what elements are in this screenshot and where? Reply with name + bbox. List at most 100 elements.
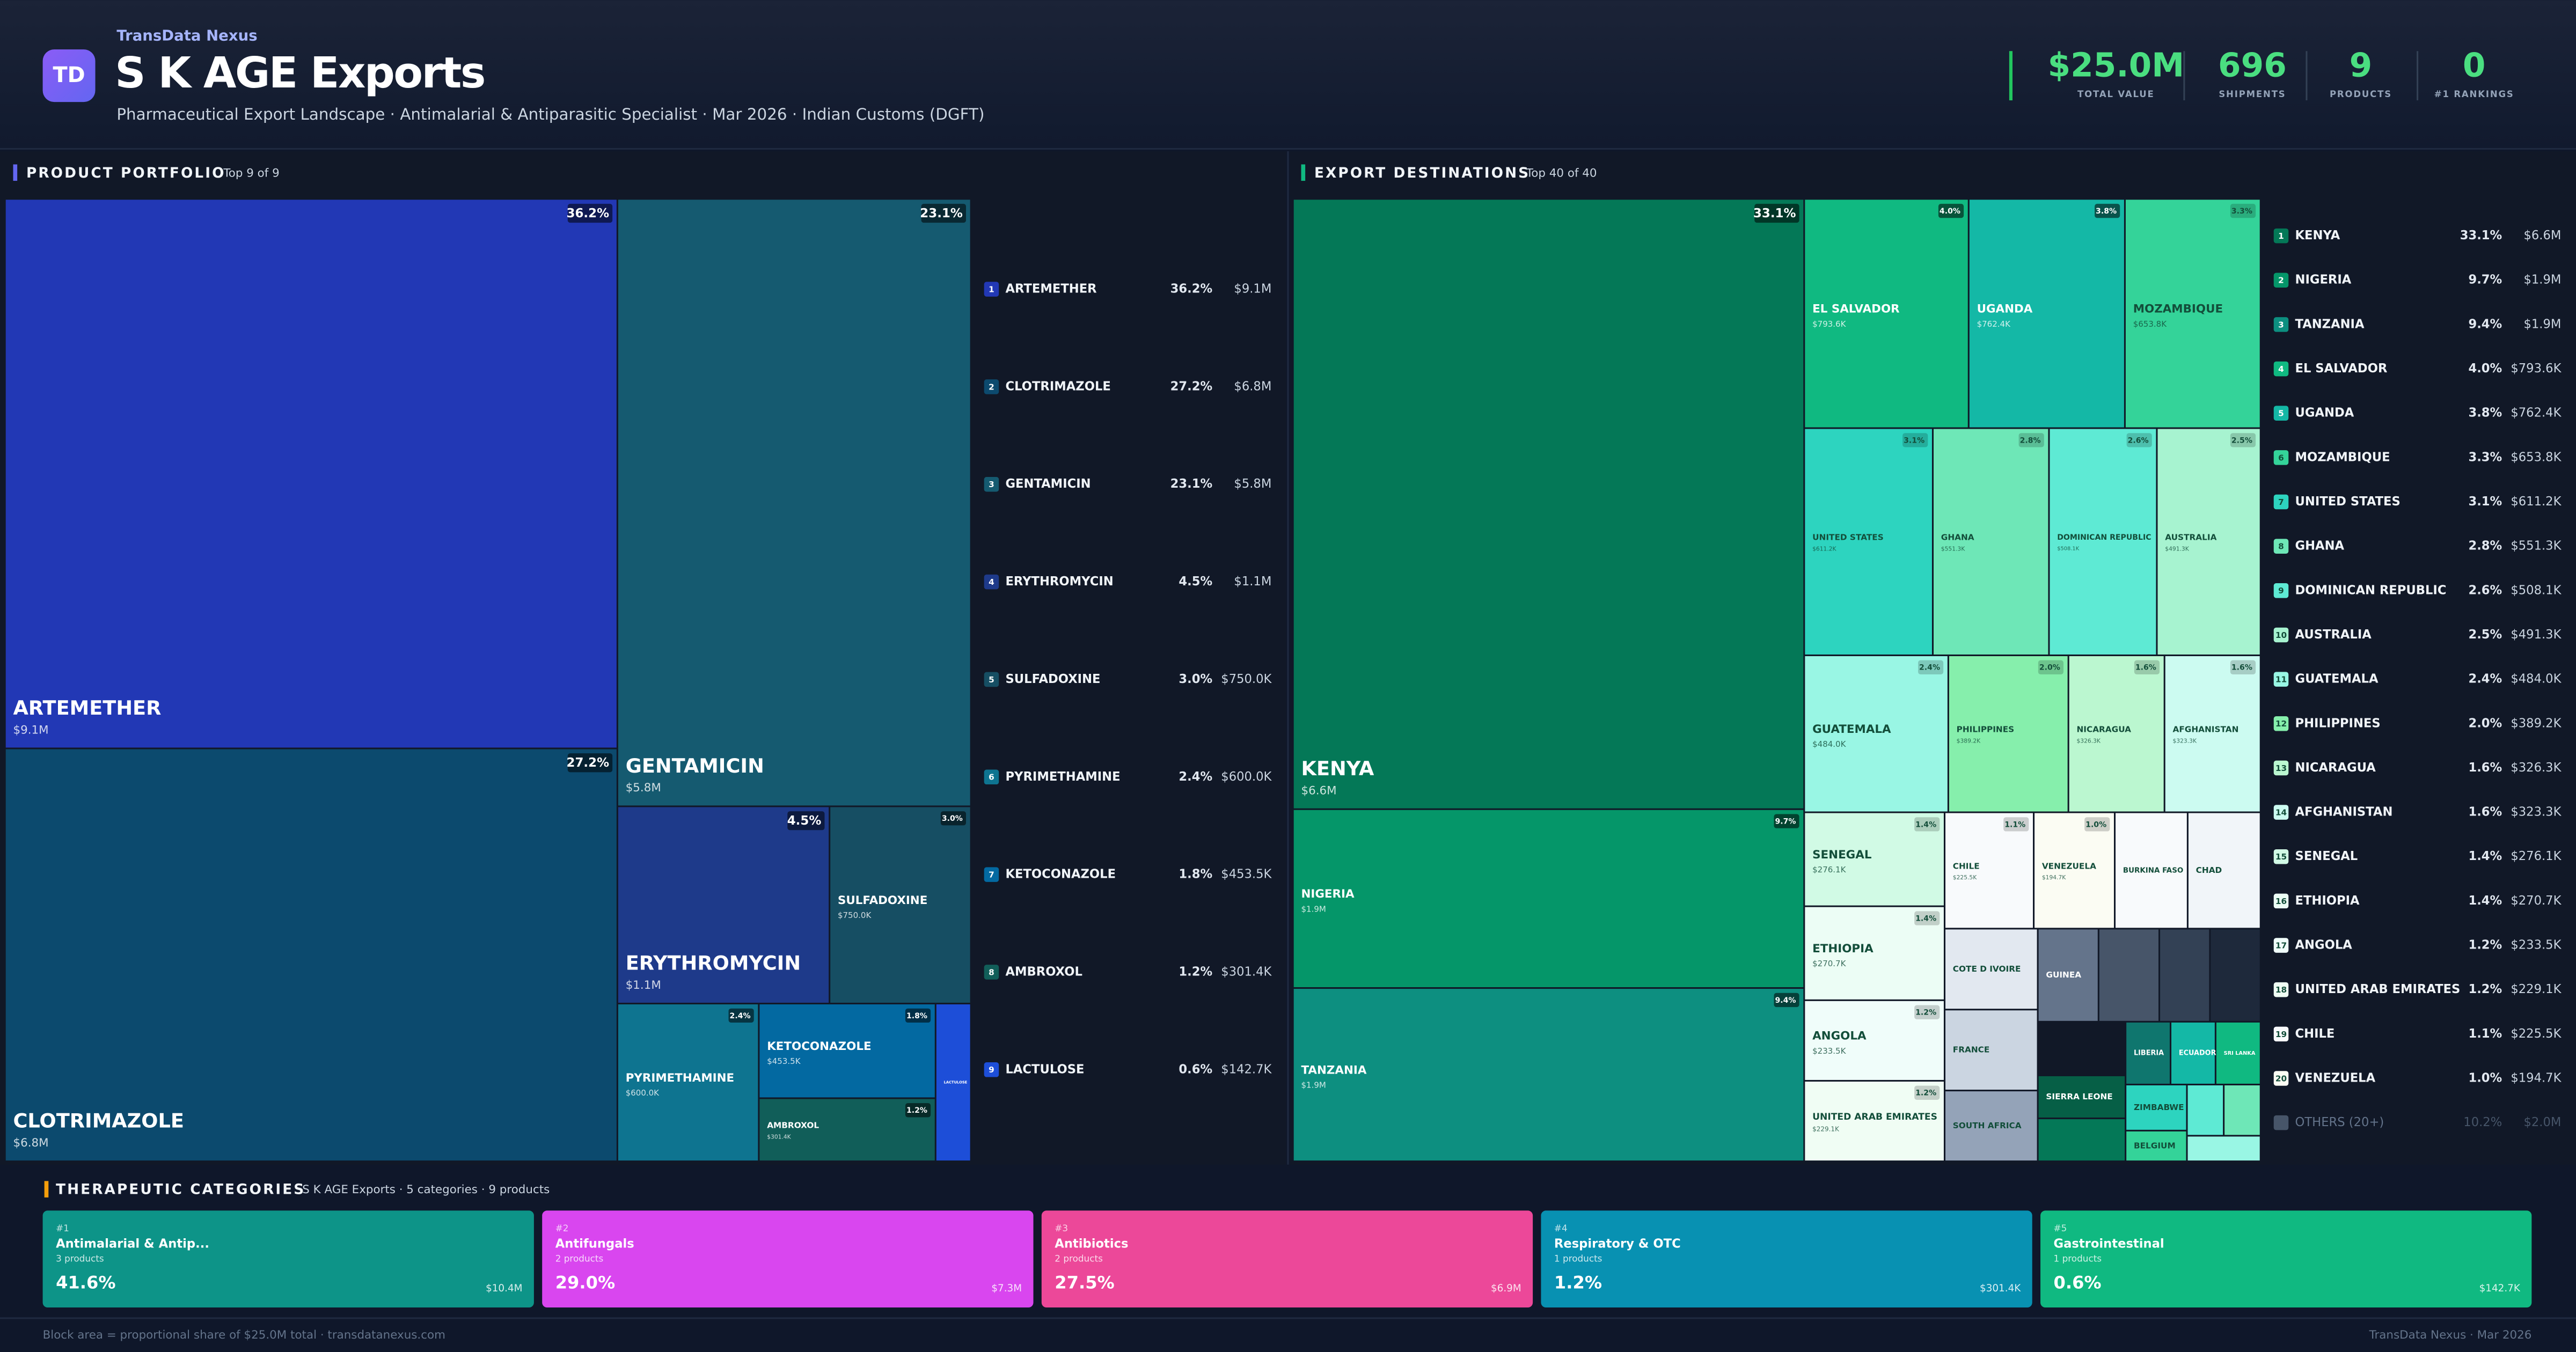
share-badge: [2230, 660, 2256, 674]
tile-name: EL SALVADOR: [1812, 303, 1900, 316]
treemap-tile: [2211, 929, 2260, 1021]
list-value: $653.8K: [2511, 450, 2562, 464]
list-share: 4.5%: [1179, 575, 1212, 589]
rank-number: 16: [2275, 897, 2287, 906]
rank-number: 20: [2275, 1074, 2287, 1083]
list-name: EL SALVADOR: [2295, 362, 2388, 376]
share-label: 1.2%: [906, 1106, 927, 1115]
rank-badge: [2273, 760, 2289, 776]
footer-note: Block area = proportional share of $25.0…: [43, 1328, 445, 1342]
tile-value: $1.9M: [1301, 904, 1326, 914]
share-label: 1.6%: [2231, 664, 2252, 672]
rank-number: 2: [2278, 276, 2284, 285]
share-badge: [905, 1008, 931, 1023]
list-value: $1.9M: [2523, 273, 2561, 287]
list-share: 9.7%: [2468, 273, 2502, 287]
tile-value: $276.1K: [1812, 865, 1846, 875]
list-share: 1.6%: [2468, 805, 2502, 819]
treemap-tile: [2171, 1022, 2215, 1084]
list-value: $9.1M: [1234, 282, 1271, 296]
list-share: 1.6%: [2468, 761, 2502, 775]
share-label: 1.4%: [1915, 914, 1936, 923]
tile-value: $233.5K: [1812, 1046, 1846, 1056]
card-rank: #4: [1554, 1223, 1568, 1233]
treemap-tile: [2038, 1076, 2125, 1118]
share-label: 2.0%: [2039, 664, 2060, 672]
list-share: 36.2%: [1170, 282, 1213, 296]
treemap-tile: [2224, 1085, 2260, 1135]
treemap-tile: [618, 1004, 758, 1161]
share-label: 3.0%: [942, 814, 963, 823]
tile-name: SOUTH AFRICA: [1953, 1121, 2022, 1130]
footer-credit: TransData Nexus · Mar 2026: [2369, 1328, 2532, 1342]
category-card: [42, 1210, 534, 1308]
kpi-value: 9: [2350, 46, 2373, 84]
rank-number: 4: [989, 577, 994, 587]
tile-name: ERYTHROMYCIN: [626, 952, 801, 975]
share-badge: [2095, 203, 2120, 218]
list-value: $142.7K: [1221, 1062, 1272, 1076]
card-name: Respiratory & OTC: [1554, 1237, 1681, 1251]
tile-value: $453.5K: [767, 1056, 801, 1066]
tile-value: $551.3K: [1941, 546, 1965, 553]
tile-value: $6.8M: [13, 1136, 48, 1150]
tile-name: ZIMBABWE: [2134, 1103, 2184, 1112]
treemap-tile: [2188, 813, 2260, 928]
rank-number: 7: [2278, 497, 2284, 507]
tile-name: LACTULOSE: [944, 1081, 968, 1085]
share-badge: [2003, 817, 2029, 832]
card-count: 1 products: [2054, 1253, 2102, 1264]
share-label: 3.1%: [1904, 436, 1924, 445]
list-share: 9.4%: [2468, 317, 2502, 331]
list-name: ANGOLA: [2295, 938, 2353, 952]
list-name: PHILIPPINES: [2295, 716, 2381, 730]
treemap-tile: [1805, 813, 1944, 906]
list-share: 2.5%: [2468, 628, 2502, 642]
kpi-accent: [2009, 51, 2012, 101]
list-name: MOZAMBIQUE: [2295, 450, 2390, 464]
rank-number: 18: [2275, 985, 2287, 995]
share-badge: [940, 811, 966, 826]
list-name: GUATEMALA: [2295, 672, 2379, 686]
share-label: 33.1%: [1753, 207, 1796, 221]
logo: [42, 49, 96, 102]
tile-value: $484.0K: [1812, 739, 1846, 749]
rank-badge: [2273, 450, 2289, 465]
rank-number: 15: [2275, 852, 2287, 862]
rank-badge: [2273, 716, 2289, 731]
share-label: 1.1%: [2004, 820, 2025, 829]
card-count: 1 products: [1554, 1253, 1602, 1264]
tile-name: UGANDA: [1977, 303, 2033, 316]
treemap-tile: [2038, 1119, 2125, 1161]
share-label: 9.7%: [1775, 817, 1796, 826]
share-badge: [787, 811, 825, 831]
tile-name: DOMINICAN REPUBLIC: [2057, 533, 2151, 542]
share-label: 3.8%: [2096, 207, 2117, 216]
rank-badge: [2273, 982, 2289, 997]
list-share: 3.8%: [2468, 406, 2502, 420]
treemap-tile: [2187, 1085, 2223, 1135]
card-name: Gastrointestinal: [2054, 1237, 2164, 1251]
tile-name: BELGIUM: [2134, 1141, 2176, 1150]
share-label: 2.6%: [2128, 436, 2149, 445]
list-value: $1.9M: [2523, 317, 2561, 331]
tile-value: $653.8K: [2133, 319, 2167, 329]
tile-name: COTE D IVOIRE: [1953, 964, 2021, 974]
rank-number: 9: [2278, 586, 2284, 596]
kpi-label: TOTAL VALUE: [2077, 89, 2155, 99]
rank-number: 1: [989, 285, 994, 295]
rank-number: 1: [2278, 231, 2284, 241]
tile-value: $6.6M: [1301, 784, 1336, 798]
list-name: KENYA: [2295, 229, 2340, 243]
tile-name: ETHIOPIA: [1812, 942, 1874, 956]
list-share: 1.8%: [1179, 868, 1212, 881]
share-label: 36.2%: [566, 207, 609, 221]
list-value: $225.5K: [2511, 1027, 2562, 1041]
rank-badge: [2273, 805, 2289, 820]
rank-number: 5: [989, 675, 994, 685]
tile-value: $1.1M: [626, 979, 661, 992]
treemap-tile: [5, 200, 617, 748]
share-badge: [2134, 660, 2160, 674]
list-value: $793.6K: [2511, 362, 2562, 376]
